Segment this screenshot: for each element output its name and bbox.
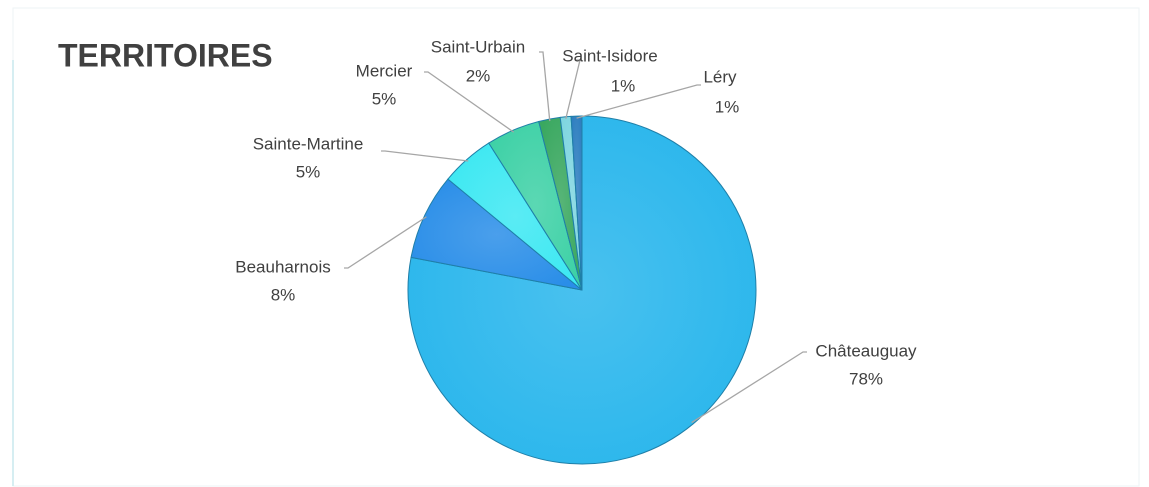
data-label-name: Mercier — [356, 61, 413, 80]
leader-line — [539, 51, 551, 122]
data-label-value: 78% — [849, 369, 883, 388]
chart-title: TERRITOIRES — [58, 37, 273, 73]
data-label-value: 5% — [372, 89, 397, 108]
data-label-value: 8% — [271, 285, 296, 304]
data-label-value: 1% — [715, 97, 740, 116]
leader-line — [424, 71, 515, 133]
data-label-name: Sainte-Martine — [253, 134, 364, 153]
data-label-name: Léry — [703, 67, 737, 86]
data-label-name: Beauharnois — [235, 257, 330, 276]
leader-line — [344, 216, 427, 269]
leader-line — [565, 59, 581, 119]
data-label-name: Châteauguay — [815, 341, 917, 360]
data-label-name: Saint-Urbain — [431, 37, 526, 56]
leader-line — [576, 84, 701, 119]
data-label-name: Saint-Isidore — [562, 46, 657, 65]
data-label-value: 2% — [466, 66, 491, 85]
data-label-value: 1% — [611, 76, 636, 95]
leader-line — [691, 351, 807, 424]
data-label-value: 5% — [296, 162, 321, 181]
leader-line — [381, 150, 469, 162]
